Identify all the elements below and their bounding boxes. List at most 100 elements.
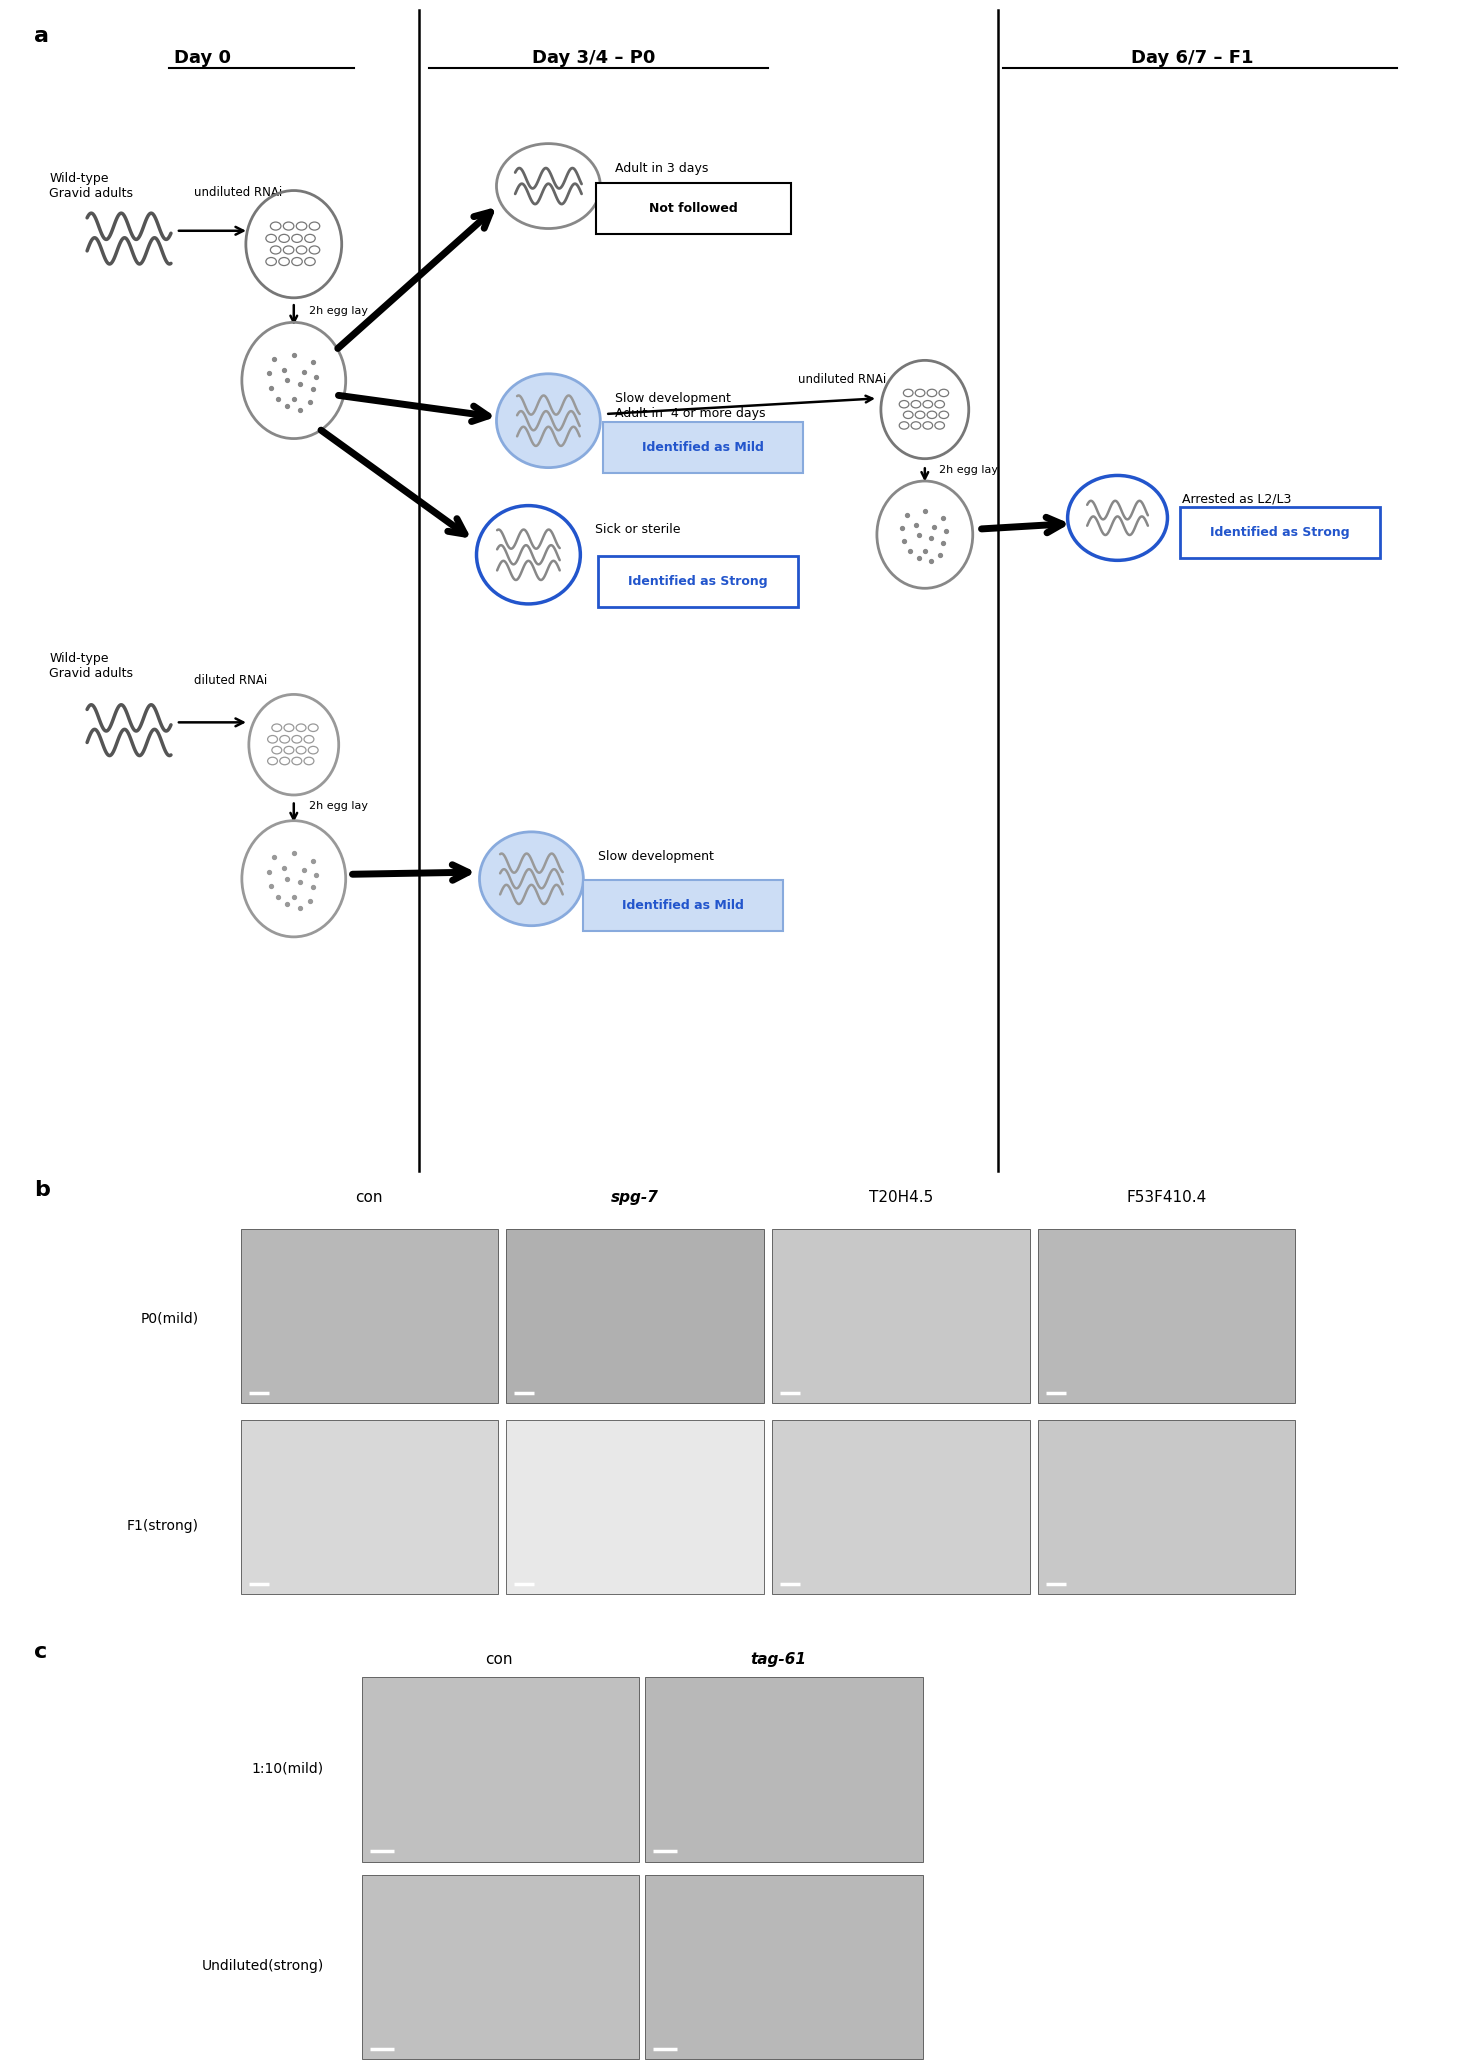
Bar (241, 1419, 499, 1593)
Ellipse shape (268, 756, 278, 765)
Ellipse shape (911, 400, 921, 408)
Bar (645, 1678, 923, 1861)
Text: spg-7: spg-7 (611, 1189, 659, 1204)
Ellipse shape (935, 400, 945, 408)
Ellipse shape (1067, 474, 1167, 559)
Ellipse shape (278, 257, 290, 265)
Ellipse shape (296, 247, 306, 255)
Ellipse shape (296, 723, 306, 731)
Bar (241, 1229, 499, 1403)
Text: con: con (484, 1651, 512, 1668)
Text: Adult in 3 days: Adult in 3 days (615, 162, 708, 174)
Ellipse shape (899, 423, 908, 429)
Ellipse shape (291, 756, 302, 765)
Bar (1038, 1419, 1295, 1593)
Ellipse shape (291, 736, 302, 744)
Ellipse shape (904, 410, 913, 419)
Ellipse shape (266, 257, 277, 265)
Text: tag-61: tag-61 (751, 1651, 807, 1668)
Ellipse shape (939, 390, 948, 396)
Ellipse shape (280, 756, 290, 765)
Ellipse shape (899, 400, 908, 408)
Text: Day 0: Day 0 (174, 48, 231, 66)
Text: Sick or sterile: Sick or sterile (595, 522, 682, 535)
Text: Identified as Strong: Identified as Strong (629, 576, 768, 588)
Text: b: b (34, 1179, 50, 1200)
Ellipse shape (496, 373, 601, 468)
Text: Identified as Strong: Identified as Strong (1210, 526, 1350, 539)
Text: Slow development: Slow development (598, 850, 714, 862)
Ellipse shape (916, 410, 924, 419)
Bar (1038, 1229, 1295, 1403)
Text: Wild-type
Gravid adults: Wild-type Gravid adults (49, 172, 132, 199)
Text: Day 3/4 – P0: Day 3/4 – P0 (531, 48, 655, 66)
Text: Not followed: Not followed (649, 201, 737, 215)
Text: con: con (355, 1189, 383, 1204)
Bar (771, 1419, 1030, 1593)
Ellipse shape (308, 746, 318, 754)
Ellipse shape (939, 410, 948, 419)
FancyBboxPatch shape (596, 182, 790, 234)
Text: F53F410.4: F53F410.4 (1126, 1189, 1207, 1204)
Text: Day 6/7 – F1: Day 6/7 – F1 (1130, 48, 1254, 66)
Ellipse shape (305, 756, 314, 765)
FancyBboxPatch shape (604, 423, 804, 472)
Ellipse shape (296, 222, 306, 230)
Text: undiluted RNAi: undiluted RNAi (798, 373, 886, 385)
Text: undiluted RNAi: undiluted RNAi (194, 186, 283, 199)
Ellipse shape (268, 736, 278, 744)
Ellipse shape (284, 746, 294, 754)
FancyBboxPatch shape (1181, 508, 1381, 557)
Ellipse shape (496, 143, 601, 228)
Text: diluted RNAi: diluted RNAi (194, 673, 268, 688)
Ellipse shape (283, 222, 294, 230)
Ellipse shape (271, 222, 281, 230)
Bar (362, 1678, 639, 1861)
Ellipse shape (272, 723, 281, 731)
Ellipse shape (916, 390, 924, 396)
Ellipse shape (923, 423, 933, 429)
Text: Undiluted(strong): Undiluted(strong) (202, 1958, 324, 1973)
Text: Slow development
Adult in  4 or more days: Slow development Adult in 4 or more days (615, 392, 765, 421)
Ellipse shape (296, 746, 306, 754)
Text: P0(mild): P0(mild) (141, 1312, 199, 1326)
Ellipse shape (911, 423, 921, 429)
Text: F1(strong): F1(strong) (127, 1519, 199, 1533)
Text: Identified as Mild: Identified as Mild (623, 899, 745, 912)
Ellipse shape (272, 746, 281, 754)
Text: Arrested as L2/L3: Arrested as L2/L3 (1182, 493, 1292, 506)
Text: 2h egg lay: 2h egg lay (309, 800, 368, 810)
Text: c: c (34, 1641, 47, 1662)
Ellipse shape (284, 723, 294, 731)
Ellipse shape (291, 257, 302, 265)
Ellipse shape (927, 390, 936, 396)
Ellipse shape (927, 410, 936, 419)
Text: Identified as Mild: Identified as Mild (642, 441, 764, 454)
Bar (771, 1229, 1030, 1403)
Ellipse shape (283, 247, 294, 255)
Bar (645, 1875, 923, 2060)
Text: 2h egg lay: 2h egg lay (309, 305, 368, 315)
Ellipse shape (308, 723, 318, 731)
FancyBboxPatch shape (598, 557, 798, 607)
Text: a: a (34, 27, 49, 46)
Ellipse shape (278, 234, 290, 242)
Text: Wild-type
Gravid adults: Wild-type Gravid adults (49, 653, 132, 680)
Bar (506, 1229, 764, 1403)
Ellipse shape (305, 257, 315, 265)
Ellipse shape (923, 400, 933, 408)
Text: T20H4.5: T20H4.5 (868, 1189, 933, 1204)
Ellipse shape (935, 423, 945, 429)
Ellipse shape (480, 831, 583, 926)
Text: 2h egg lay: 2h egg lay (939, 466, 998, 474)
Ellipse shape (309, 247, 319, 255)
Bar (506, 1419, 764, 1593)
Ellipse shape (266, 234, 277, 242)
Ellipse shape (291, 234, 302, 242)
Ellipse shape (309, 222, 319, 230)
Bar (362, 1875, 639, 2060)
Ellipse shape (271, 247, 281, 255)
Ellipse shape (305, 736, 314, 744)
Ellipse shape (904, 390, 913, 396)
Ellipse shape (305, 234, 315, 242)
